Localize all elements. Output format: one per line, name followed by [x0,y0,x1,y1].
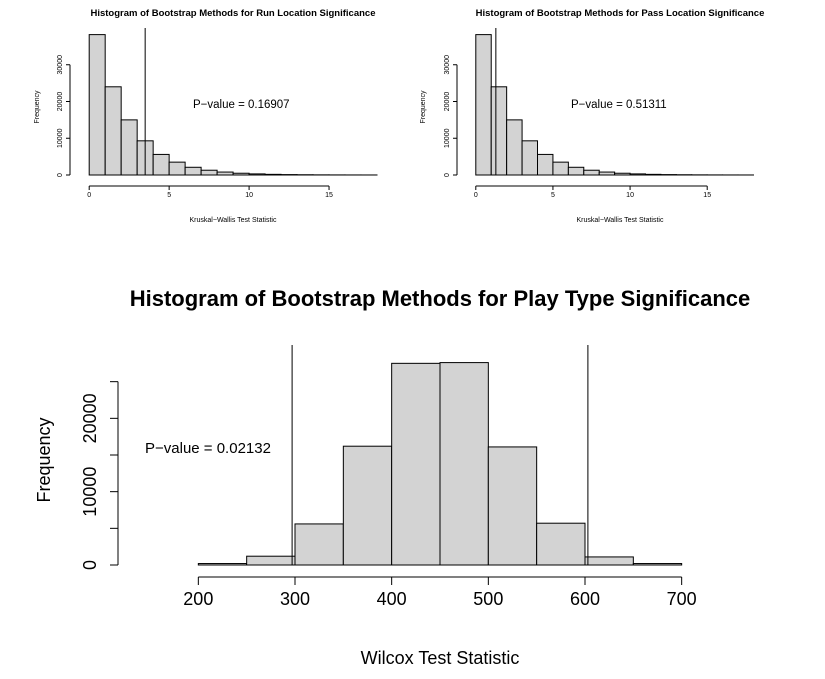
histogram-bar [614,172,631,176]
chart-pass-location: Histogram of Bootstrap Methods for Pass … [420,8,764,224]
histogram-bar [537,153,554,176]
x-tick-label: 5 [167,192,171,199]
y-tick-label: 10000 [57,128,64,148]
x-tick-label: 200 [183,589,213,609]
histogram-bar [248,173,266,176]
chart-run-location: Histogram of Bootstrap Methods for Run L… [34,8,378,224]
y-tick-label: 30000 [57,55,64,75]
x-tick-label: 0 [87,192,91,199]
y-tick-label: 10000 [444,128,451,148]
histogram-bar [342,445,393,566]
histogram-bar [644,173,662,176]
histogram-bar [552,161,569,176]
y-tick-label: 0 [57,173,64,177]
histogram-bar [232,172,250,176]
histogram-bar [632,563,683,566]
histogram-bar [246,555,296,566]
histogram-bar [439,362,489,566]
histogram-bar [584,556,634,566]
histogram-bar [168,161,186,176]
p-value-annotation: P−value = 0.02132 [145,440,271,457]
y-tick-label: 30000 [444,55,451,75]
histogram-bar [487,446,538,566]
histogram-bar [120,119,138,176]
x-tick-label: 10 [245,192,253,199]
y-tick-label: 0 [444,173,451,177]
y-tick-label: 20000 [80,393,100,443]
x-tick-label: 700 [667,589,697,609]
x-tick-label: 400 [377,589,407,609]
chart-title: Histogram of Bootstrap Methods for Play … [130,286,751,311]
p-value-annotation: P−value = 0.51311 [571,99,667,111]
histogram-bar [88,34,106,176]
histogram-bar [506,119,523,176]
histogram-bar [536,522,586,566]
x-tick-label: 15 [703,192,711,199]
y-tick-label: 20000 [444,92,451,112]
x-axis-label: Wilcox Test Statistic [361,648,520,668]
y-tick-label: 0 [80,560,100,570]
chart-title: Histogram of Bootstrap Methods for Run L… [90,8,375,19]
histogram-bar [475,34,492,176]
x-tick-label: 10 [626,192,634,199]
histogram-bar [583,169,600,176]
x-tick-label: 600 [570,589,600,609]
x-axis-label: Kruskal−Wallis Test Statistic [577,217,664,224]
histogram-bar [521,140,539,176]
histogram-bar [490,86,508,176]
histogram-bar [200,169,218,176]
histogram-bar [598,171,616,176]
y-tick-label: 10000 [80,467,100,517]
p-value-annotation: P−value = 0.16907 [193,99,290,111]
y-axis-label: Frequency [34,90,41,124]
y-axis-label: Frequency [34,417,54,502]
x-tick-label: 500 [473,589,503,609]
y-axis-label: Frequency [420,90,427,124]
histogram-bar [264,173,282,176]
histogram-bar [216,171,234,176]
x-tick-label: 0 [474,192,478,199]
histogram-bar [152,153,170,176]
chart-play-type: Histogram of Bootstrap Methods for Play … [34,286,750,668]
x-tick-label: 5 [551,192,555,199]
histogram-bar [567,166,585,176]
x-tick-label: 300 [280,589,310,609]
x-axis-label: Kruskal−Wallis Test Statistic [190,217,277,224]
x-tick-label: 15 [325,192,333,199]
histogram-bar [197,563,248,566]
histogram-bar [391,362,441,566]
histogram-bar [294,523,344,566]
histogram-bar [629,173,646,176]
histogram-bar [184,166,202,176]
histogram-bar [104,86,122,176]
chart-title: Histogram of Bootstrap Methods for Pass … [476,8,765,19]
y-tick-label: 20000 [57,92,64,112]
